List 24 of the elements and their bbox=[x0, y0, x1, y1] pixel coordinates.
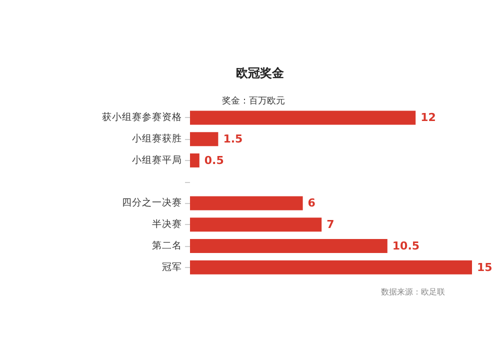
data-label: 1.5 bbox=[223, 132, 243, 146]
chart-title: 欧冠奖金 bbox=[236, 66, 285, 80]
y-tick-label: 半决赛 bbox=[152, 218, 182, 230]
bar bbox=[190, 153, 200, 168]
data-label: 15 bbox=[477, 260, 492, 274]
bar bbox=[190, 196, 303, 210]
bar bbox=[190, 238, 388, 253]
data-label: 12 bbox=[420, 111, 436, 124]
source-note: 数据来源：欧足联 bbox=[381, 288, 445, 296]
y-tick-label: 四分之一决赛 bbox=[122, 196, 182, 209]
bar bbox=[190, 260, 472, 274]
data-label: 10.5 bbox=[392, 239, 420, 252]
bar bbox=[190, 132, 218, 146]
data-label: 7 bbox=[326, 218, 334, 232]
y-tick-label: 第二名 bbox=[152, 239, 182, 252]
y-tick-label: 获小组赛参赛资格 bbox=[102, 111, 182, 124]
y-tick-label: 小组赛平局 bbox=[132, 154, 182, 166]
data-label: 0.5 bbox=[204, 154, 224, 167]
chart-subtitle: 奖金：百万欧元 bbox=[222, 96, 285, 106]
bar bbox=[190, 218, 322, 232]
y-tick-label: 小组赛获胜 bbox=[132, 132, 182, 145]
bar bbox=[190, 110, 416, 125]
data-label: 6 bbox=[308, 196, 316, 210]
y-tick-label: 冠军 bbox=[162, 262, 182, 273]
